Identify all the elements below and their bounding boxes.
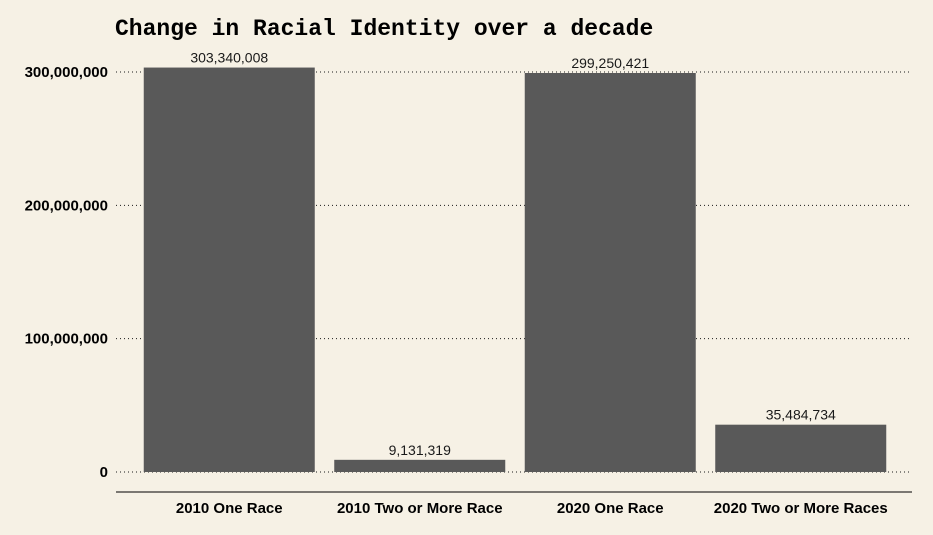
y-tick-label: 100,000,000 <box>25 331 108 348</box>
data-label: 9,131,319 <box>389 442 451 458</box>
chart-title: Change in Racial Identity over a decade <box>115 16 653 42</box>
y-tick-label: 0 <box>100 464 108 481</box>
y-tick-label: 200,000,000 <box>25 197 108 214</box>
bars <box>143 67 887 472</box>
x-axis-ticks: 2010 One Race 2010 Two or More Race 2020 O… <box>176 500 888 517</box>
x-tick-label: 2010 One Race <box>176 500 283 517</box>
bar <box>715 424 887 472</box>
data-label: 35,484,734 <box>766 407 836 423</box>
data-label: 299,250,421 <box>571 55 649 71</box>
bar <box>524 72 696 472</box>
data-label: 303,340,008 <box>190 50 268 66</box>
bar <box>143 67 315 472</box>
bar <box>334 459 506 472</box>
x-tick-label: 2020 Two or More Races <box>714 500 888 517</box>
y-axis-ticks: 0 100,000,000 200,000,000 300,000,000 <box>25 64 108 481</box>
x-tick-label: 2020 One Race <box>557 500 664 517</box>
y-tick-label: 300,000,000 <box>25 64 108 81</box>
x-tick-label: 2010 Two or More Race <box>337 500 503 517</box>
data-labels: 303,340,008 9,131,319 299,250,421 35,484,73… <box>190 50 836 458</box>
